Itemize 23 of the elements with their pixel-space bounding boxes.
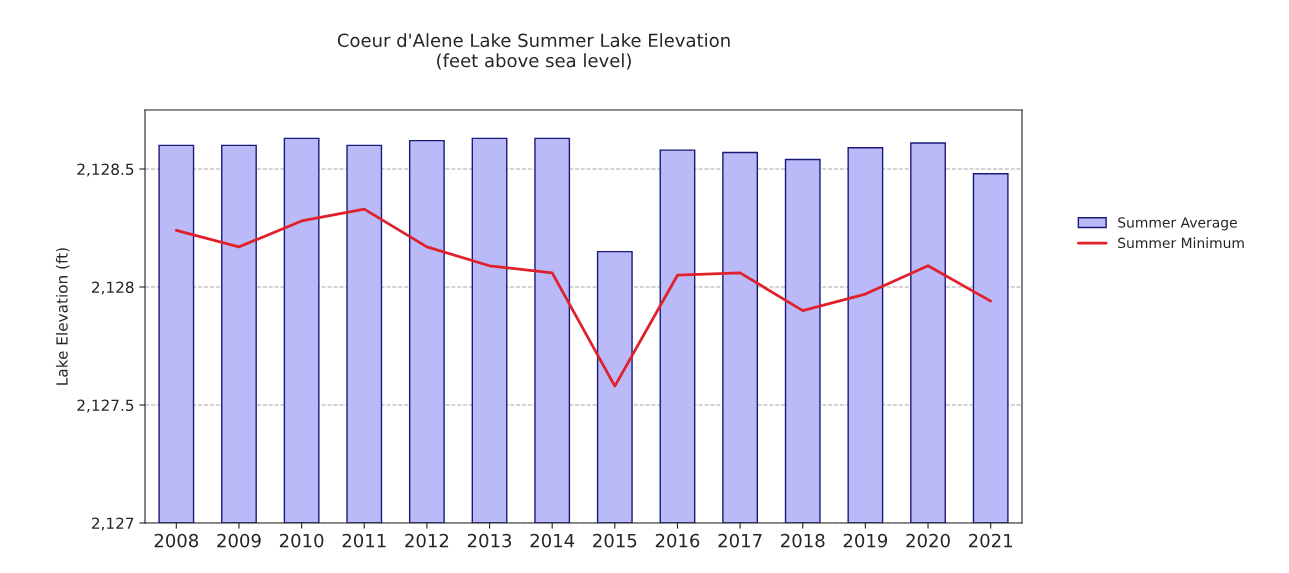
x-tick-label: 2009 (217, 533, 261, 548)
x-tick-label: 2008 (154, 533, 199, 548)
x-tick-label: 2015 (593, 533, 637, 548)
chart-title: Coeur d'Alene Lake Summer Lake Elevation (feet above sea level) (337, 33, 730, 70)
x-tick-label: 2013 (467, 533, 512, 548)
y-tick-label: 2,127.5 (77, 399, 134, 413)
x-tick-label: 2018 (781, 533, 825, 548)
x-tick-label: 2019 (843, 533, 888, 548)
x-tick-label: 2017 (718, 533, 762, 548)
legend-label: Summer Average (1118, 217, 1237, 231)
line-series (174, 207, 993, 388)
x-tick-label: 2021 (969, 533, 1012, 548)
y-tick-label: 2,128.5 (77, 163, 134, 177)
x-tick-label: 2012 (405, 533, 449, 548)
x-tick-label: 2011 (342, 533, 386, 548)
x-tick-label: 2010 (279, 533, 324, 548)
x-tick-label: 2016 (655, 533, 700, 548)
y-tick-label: 2,127 (91, 517, 134, 531)
y-axis-title: Lake Elevation (ft) (55, 248, 70, 385)
x-tick-label: 2020 (906, 533, 950, 548)
legend-label: Summer Minimum (1118, 237, 1244, 249)
y-tick-label: 2,128 (91, 281, 134, 295)
x-tick-label: 2014 (530, 533, 575, 548)
